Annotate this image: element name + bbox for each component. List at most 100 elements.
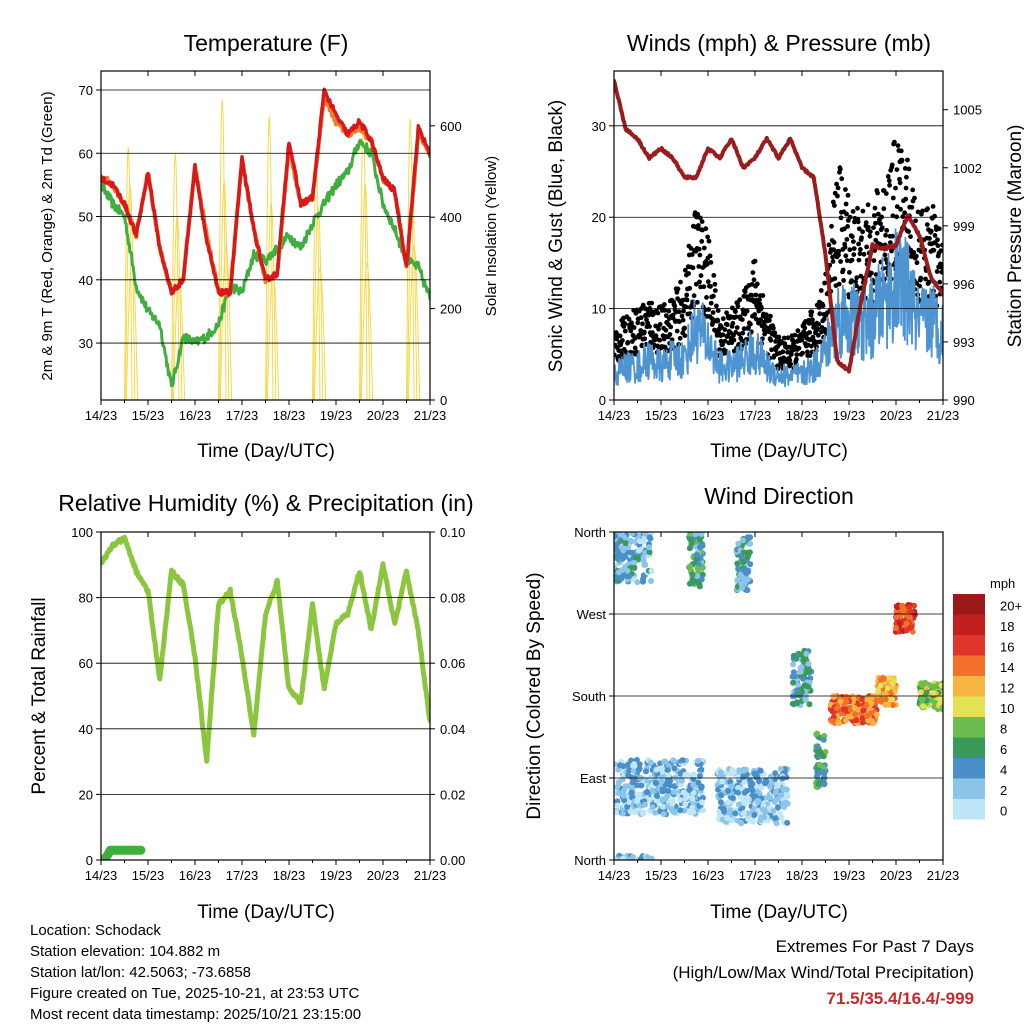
direction-point bbox=[614, 546, 619, 553]
gust-point bbox=[854, 275, 860, 281]
gust-point bbox=[843, 201, 849, 207]
direction-point bbox=[624, 761, 631, 768]
gust-point bbox=[861, 251, 867, 257]
gust-point bbox=[855, 205, 860, 211]
direction-point bbox=[843, 698, 850, 705]
gust-point bbox=[935, 243, 941, 249]
gust-point bbox=[807, 330, 812, 335]
direction-point bbox=[889, 696, 895, 703]
gust-point bbox=[684, 292, 690, 298]
temperature-y-tick-label: 50 bbox=[79, 210, 93, 225]
direction-point bbox=[691, 771, 697, 778]
gust-point bbox=[806, 321, 812, 326]
gust-point bbox=[710, 310, 716, 315]
direction-point bbox=[816, 761, 823, 768]
winds-x-tick-label: 14/23 bbox=[598, 408, 631, 423]
gust-point bbox=[931, 247, 937, 253]
gust-point bbox=[722, 338, 728, 344]
direction-point bbox=[767, 773, 774, 780]
gust-point bbox=[667, 332, 673, 337]
direction-point bbox=[634, 782, 641, 789]
winds-y-label: Sonic Wind & Gust (Blue, Black) bbox=[546, 100, 567, 372]
gust-point bbox=[712, 288, 718, 293]
direction-point bbox=[800, 675, 807, 682]
direction-point bbox=[930, 683, 937, 690]
direction-point bbox=[734, 577, 741, 583]
humidity-y2-tick-label: 0.04 bbox=[440, 722, 465, 737]
direction-point bbox=[756, 778, 762, 785]
direction-point bbox=[851, 704, 858, 711]
direction-point bbox=[648, 567, 655, 574]
gust-point bbox=[863, 220, 869, 226]
gust-point bbox=[932, 233, 938, 238]
direction-point bbox=[614, 855, 618, 860]
direction-point bbox=[695, 579, 702, 586]
gust-point bbox=[796, 345, 802, 351]
gust-point bbox=[752, 258, 758, 264]
gust-point bbox=[878, 221, 883, 227]
direction-point bbox=[614, 761, 618, 768]
direction-point bbox=[738, 820, 745, 827]
gust-point bbox=[800, 350, 805, 356]
direction-point bbox=[790, 652, 797, 659]
direction-point bbox=[622, 783, 629, 790]
direction-point bbox=[744, 815, 751, 822]
gust-point bbox=[854, 283, 859, 289]
gust-point bbox=[699, 219, 705, 225]
gust-point bbox=[927, 236, 932, 241]
humidity-y-tick-label: 20 bbox=[79, 787, 93, 802]
gust-point bbox=[843, 253, 849, 259]
direction-point bbox=[614, 784, 621, 791]
direction-point bbox=[619, 776, 626, 783]
gust-point bbox=[940, 242, 943, 248]
solar-insolation-line bbox=[359, 120, 368, 400]
solar-insolation-line bbox=[171, 215, 183, 400]
gust-point bbox=[930, 204, 936, 209]
gust-point bbox=[856, 241, 861, 247]
colorbar-swatch bbox=[953, 594, 985, 615]
gust-point bbox=[830, 259, 836, 264]
temperature-y2-tick-label: 200 bbox=[440, 302, 462, 317]
direction-point bbox=[751, 812, 758, 818]
direction-point bbox=[864, 695, 871, 702]
gust-point bbox=[839, 176, 845, 182]
humidity-x-tick-label: 19/23 bbox=[320, 868, 353, 883]
direction-point bbox=[679, 757, 686, 764]
gust-point bbox=[866, 224, 871, 230]
winds-x-tick-label: 19/23 bbox=[833, 408, 866, 423]
direction-point bbox=[660, 811, 667, 817]
gust-point bbox=[748, 321, 753, 327]
direction-point bbox=[629, 532, 636, 537]
direction-point bbox=[735, 789, 741, 796]
direction-point bbox=[694, 573, 701, 580]
humidity-panel-title: Relative Humidity (%) & Precipitation (i… bbox=[58, 490, 473, 516]
direction-point bbox=[740, 773, 747, 780]
direction-point bbox=[642, 532, 648, 537]
gust-point bbox=[731, 337, 737, 343]
direction-point bbox=[747, 561, 754, 568]
direction-point bbox=[892, 685, 899, 692]
humidity-y2-tick-label: 0.06 bbox=[440, 656, 465, 671]
gust-point bbox=[881, 206, 887, 212]
direction-point bbox=[644, 854, 651, 860]
gust-point bbox=[656, 326, 661, 332]
gust-point bbox=[642, 336, 648, 342]
gust-point bbox=[662, 302, 667, 307]
direction-point bbox=[646, 544, 652, 551]
direction-point bbox=[873, 711, 880, 718]
direction-point bbox=[903, 627, 910, 634]
direction-point bbox=[689, 795, 696, 802]
gust-point bbox=[844, 237, 850, 242]
gust-point bbox=[733, 329, 739, 335]
direction-point bbox=[640, 578, 646, 585]
gust-point bbox=[701, 245, 707, 251]
direction-point bbox=[744, 587, 751, 594]
direction-point bbox=[875, 688, 882, 695]
gust-point bbox=[841, 278, 846, 283]
gust-point bbox=[631, 325, 637, 330]
temperature-y-tick-label: 60 bbox=[79, 146, 93, 161]
gust-point bbox=[682, 325, 687, 331]
gust-point bbox=[867, 229, 873, 235]
gust-point bbox=[626, 316, 632, 322]
gust-point bbox=[638, 315, 644, 321]
